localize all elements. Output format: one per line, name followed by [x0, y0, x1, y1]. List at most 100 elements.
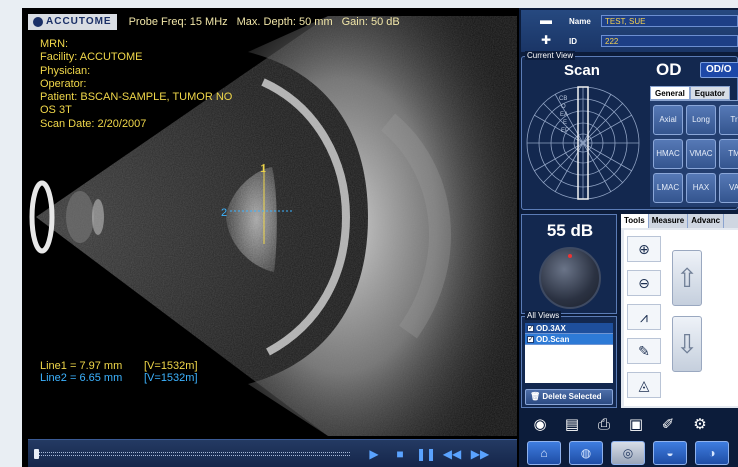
cornea-echo — [29, 180, 55, 254]
view-tm-button[interactable]: TM — [719, 139, 738, 169]
view-hax-button[interactable]: HAX — [686, 173, 716, 203]
gain-value: 55 dB — [546, 221, 594, 240]
fundus-label-o: O — [561, 104, 566, 110]
delete-selected-button[interactable]: 🗑 Delete Selected — [525, 389, 613, 405]
list-item[interactable]: ✓ OD.3AX — [525, 323, 613, 334]
playback-bar: ▶ ■ ❚❚ ◀◀ ▶▶ — [28, 439, 517, 467]
view-va-button[interactable]: VA — [719, 173, 738, 203]
patient-name-row: ▬ Name TEST, SUE — [521, 12, 738, 30]
caliper-marker-2: 2 — [221, 207, 227, 219]
a-scan-mode-icon[interactable]: ◍ — [569, 441, 603, 465]
tab-tools[interactable]: Tools — [621, 214, 649, 228]
logo-mark-icon — [33, 17, 43, 27]
fundus-label-cb: CB — [559, 96, 567, 102]
measurement-line1: Line1 = 7.97 mm [V=1532m] — [40, 360, 198, 372]
view-axial-button[interactable]: Axial — [653, 105, 683, 135]
view-tr-button[interactable]: Tr — [719, 105, 738, 135]
more-modes-icon[interactable]: ◑ — [695, 441, 729, 465]
printer-icon[interactable]: ⎙ — [597, 416, 610, 433]
views-list: ✓ OD.3AX ✓ OD.Scan — [525, 323, 613, 383]
operator-text: Operator: — [40, 77, 87, 90]
control-pane: ▬ Name TEST, SUE ✚ ID 222 Current View S… — [519, 8, 738, 467]
view-lmac-button[interactable]: LMAC — [653, 173, 683, 203]
sclera-echo — [248, 16, 517, 436]
zoom-out-icon[interactable]: ⊖ — [627, 270, 661, 296]
fundus-diagram[interactable]: CB O EA E EP — [525, 81, 643, 207]
b-scan-mode-icon[interactable]: ◎ — [611, 441, 645, 465]
gear-icon[interactable]: ⚙ — [693, 416, 707, 433]
home-icon[interactable]: ⌂ — [527, 441, 561, 465]
eye-label: OD — [656, 60, 682, 79]
gain-knob[interactable] — [539, 247, 601, 309]
list-item[interactable]: ✓ OD.Scan — [525, 334, 613, 345]
all-views-panel: All Views ✓ OD.3AX ✓ OD.Scan 🗑 Delete Sele… — [521, 311, 617, 408]
caliper-marker-1: 1 — [260, 163, 266, 175]
view-hmac-button[interactable]: HMAC — [653, 139, 683, 169]
scan-date-text: Scan Date: 2/20/2007 — [40, 117, 147, 130]
timeline-thumb[interactable] — [34, 449, 39, 459]
arrow-down-icon[interactable]: ⇩ — [672, 316, 702, 372]
checkbox[interactable]: ✓ — [527, 335, 534, 343]
stop-icon[interactable]: ■ — [396, 447, 404, 461]
camera-icon[interactable]: ◉ — [533, 416, 547, 433]
probe-frequency: Probe Freq: 15 MHz — [128, 16, 228, 28]
view-vmac-button[interactable]: VMAC — [686, 139, 716, 169]
mode-bar: ⌂ ◍ ◎ ◒ ◑ — [521, 440, 738, 467]
rewind-icon[interactable]: ◀◀ — [442, 447, 462, 461]
patient-id-row: ✚ ID 222 — [521, 32, 738, 50]
fundus-label-e: E — [563, 120, 567, 126]
physician-text: Physician: — [40, 64, 91, 77]
ultrasound-app-window: 1 2 ACCUTOME Probe Freq: 15 MHz Max. Dep… — [22, 8, 738, 467]
brush-icon[interactable]: ✎ — [627, 338, 661, 364]
od-os-toggle-button[interactable]: OD/O — [700, 62, 738, 78]
tab-equator[interactable]: Equator — [689, 86, 731, 100]
patient-id-field[interactable]: 222 — [601, 35, 738, 47]
patient-info-overlay: MRN: Facility: ACCUTOME Physician: Opera… — [40, 38, 232, 131]
save-icon[interactable]: ▣ — [628, 416, 644, 433]
max-depth: Max. Depth: 50 mm — [236, 16, 333, 28]
name-label: Name — [569, 17, 591, 26]
contrast-icon[interactable]: ◬ — [627, 372, 661, 398]
view-tabs: General Equator — [650, 86, 738, 100]
current-view-panel: Current View Scan OD OD/O — [521, 51, 738, 210]
zoom-in-icon[interactable]: ⊕ — [627, 236, 661, 262]
ubm-mode-icon[interactable]: ◒ — [653, 441, 687, 465]
tools-body: ⊕ ⊖ ⩘ ✎ ◬ ⇧ ⇩ — [624, 230, 738, 406]
fundus-label-ep: EP — [561, 128, 569, 134]
scan-mode-label: Scan — [564, 62, 600, 79]
add-patient-icon[interactable]: ✚ — [540, 33, 552, 47]
scan-header-bar: ACCUTOME Probe Freq: 15 MHz Max. Depth: … — [28, 12, 517, 32]
fast-forward-icon[interactable]: ▶▶ — [470, 447, 490, 461]
facility-text: Facility: ACCUTOME — [40, 51, 143, 64]
bscan-image: 1 2 — [29, 16, 517, 436]
gain-readout: Gain: 50 dB — [341, 16, 400, 28]
tab-measure[interactable]: Measure — [649, 214, 689, 228]
folder-icon[interactable]: ▬ — [540, 13, 552, 27]
tab-general[interactable]: General — [650, 86, 690, 100]
play-icon[interactable]: ▶ — [369, 447, 379, 461]
patient-panel: ▬ Name TEST, SUE ✚ ID 222 — [521, 10, 738, 52]
current-view-legend: Current View — [525, 51, 576, 60]
gain-knob-indicator — [568, 254, 572, 258]
arrow-up-icon[interactable]: ⇧ — [672, 250, 702, 306]
view-preset-grid: Axial Long Tr HMAC VMAC TM LMAC HAX VA — [650, 100, 738, 207]
tab-advanced[interactable]: Advanc — [688, 214, 725, 228]
bscan-image-pane[interactable]: 1 2 ACCUTOME Probe Freq: 15 MHz Max. Dep… — [28, 12, 517, 436]
view-long-button[interactable]: Long — [686, 105, 716, 135]
patient-name-field[interactable]: TEST, SUE — [601, 15, 738, 27]
id-label: ID — [569, 37, 577, 46]
gain-panel: 55 dB — [521, 214, 617, 314]
pause-icon[interactable]: ❚❚ — [416, 447, 437, 461]
document-icon[interactable]: ▤ — [564, 416, 580, 433]
patient-text: Patient: BSCAN-SAMPLE, TUMOR NO — [40, 91, 233, 104]
all-views-legend: All Views — [525, 311, 562, 320]
trash-icon: 🗑 — [530, 392, 541, 401]
waveform-icon[interactable]: ⩘ — [627, 304, 661, 330]
timeline-slider[interactable] — [38, 452, 350, 456]
pen-icon[interactable]: ✐ — [661, 416, 675, 433]
measurement-line2: Line2 = 6.65 mm [V=1532m] — [40, 372, 198, 384]
scan-position-marker — [577, 86, 589, 200]
measurement-readouts: Line1 = 7.97 mm [V=1532m] Line2 = 6.65 mm… — [40, 360, 198, 384]
checkbox[interactable]: ✓ — [527, 324, 534, 332]
tools-tabs: Tools Measure Advanc — [621, 214, 738, 228]
